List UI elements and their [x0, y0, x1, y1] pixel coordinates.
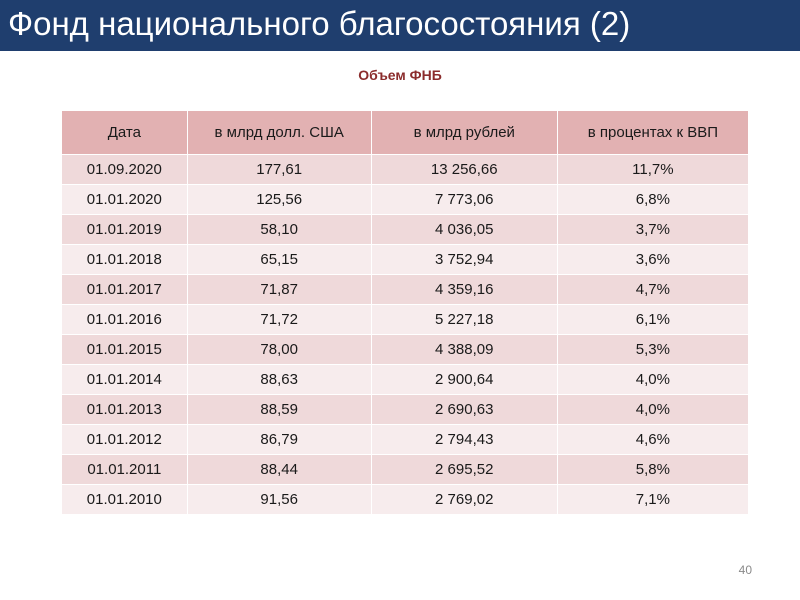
rub-cell: 2 690,63 — [371, 394, 558, 425]
slide-title: Фонд национального благосостояния (2) — [8, 5, 631, 42]
gdp-percent-cell: 4,7% — [557, 274, 748, 305]
rub-cell: 3 752,94 — [371, 244, 558, 275]
column-header-gdp-percent: в процентах к ВВП — [557, 111, 748, 155]
table-caption: Объем ФНБ — [358, 67, 442, 83]
date-cell: 01.01.2017 — [62, 274, 188, 305]
date-cell: 01.01.2020 — [62, 184, 188, 215]
rub-cell: 13 256,66 — [371, 154, 558, 185]
usd-cell: 88,59 — [187, 394, 372, 425]
table-row: 01.09.2020 177,61 13 256,66 11,7% — [62, 154, 748, 185]
usd-cell: 91,56 — [187, 484, 372, 514]
gdp-percent-cell: 11,7% — [557, 154, 748, 185]
table-row: 01.01.2014 88,63 2 900,64 4,0% — [62, 364, 748, 395]
rub-cell: 2 794,43 — [371, 424, 558, 455]
gdp-percent-cell: 6,8% — [557, 184, 748, 215]
usd-cell: 65,15 — [187, 244, 372, 275]
date-cell: 01.01.2012 — [62, 424, 188, 455]
usd-cell: 88,63 — [187, 364, 372, 395]
date-cell: 01.01.2010 — [62, 484, 188, 514]
table-row: 01.01.2018 65,15 3 752,94 3,6% — [62, 244, 748, 275]
date-cell: 01.01.2018 — [62, 244, 188, 275]
column-header-rub: в млрд рублей — [371, 111, 558, 155]
gdp-percent-cell: 7,1% — [557, 484, 748, 514]
table-row: 01.01.2010 91,56 2 769,02 7,1% — [62, 484, 748, 514]
table-header-row: Дата в млрд долл. США в млрд рублей в пр… — [62, 111, 748, 155]
usd-cell: 125,56 — [187, 184, 372, 215]
usd-cell: 58,10 — [187, 214, 372, 245]
usd-cell: 71,72 — [187, 304, 372, 335]
fnb-volume-table: Дата в млрд долл. США в млрд рублей в пр… — [62, 111, 748, 514]
gdp-percent-cell: 4,0% — [557, 364, 748, 395]
usd-cell: 177,61 — [187, 154, 372, 185]
rub-cell: 5 227,18 — [371, 304, 558, 335]
table-row: 01.01.2013 88,59 2 690,63 4,0% — [62, 394, 748, 425]
date-cell: 01.01.2019 — [62, 214, 188, 245]
page-number: 40 — [738, 563, 752, 577]
date-cell: 01.01.2013 — [62, 394, 188, 425]
rub-cell: 2 900,64 — [371, 364, 558, 395]
table-row: 01.01.2015 78,00 4 388,09 5,3% — [62, 334, 748, 365]
date-cell: 01.01.2014 — [62, 364, 188, 395]
date-cell: 01.01.2016 — [62, 304, 188, 335]
usd-cell: 78,00 — [187, 334, 372, 365]
usd-cell: 71,87 — [187, 274, 372, 305]
gdp-percent-cell: 4,6% — [557, 424, 748, 455]
gdp-percent-cell: 5,8% — [557, 454, 748, 485]
table-row: 01.01.2017 71,87 4 359,16 4,7% — [62, 274, 748, 305]
table-row: 01.01.2012 86,79 2 794,43 4,6% — [62, 424, 748, 455]
usd-cell: 88,44 — [187, 454, 372, 485]
table-body: 01.09.2020 177,61 13 256,66 11,7% 01.01.2020… — [62, 154, 748, 514]
column-header-date: Дата — [62, 111, 188, 155]
table-row: 01.01.2016 71,72 5 227,18 6,1% — [62, 304, 748, 335]
date-cell: 01.09.2020 — [62, 154, 188, 185]
gdp-percent-cell: 3,6% — [557, 244, 748, 275]
date-cell: 01.01.2011 — [62, 454, 188, 485]
rub-cell: 2 695,52 — [371, 454, 558, 485]
table-row: 01.01.2020 125,56 7 773,06 6,8% — [62, 184, 748, 215]
rub-cell: 4 388,09 — [371, 334, 558, 365]
rub-cell: 7 773,06 — [371, 184, 558, 215]
rub-cell: 4 036,05 — [371, 214, 558, 245]
gdp-percent-cell: 3,7% — [557, 214, 748, 245]
table-row: 01.01.2011 88,44 2 695,52 5,8% — [62, 454, 748, 485]
gdp-percent-cell: 6,1% — [557, 304, 748, 335]
date-cell: 01.01.2015 — [62, 334, 188, 365]
usd-cell: 86,79 — [187, 424, 372, 455]
rub-cell: 2 769,02 — [371, 484, 558, 514]
column-header-usd: в млрд долл. США — [187, 111, 372, 155]
rub-cell: 4 359,16 — [371, 274, 558, 305]
gdp-percent-cell: 4,0% — [557, 394, 748, 425]
gdp-percent-cell: 5,3% — [557, 334, 748, 365]
table-row: 01.01.2019 58,10 4 036,05 3,7% — [62, 214, 748, 245]
title-bar: Фонд национального благосостояния (2) — [0, 0, 800, 51]
